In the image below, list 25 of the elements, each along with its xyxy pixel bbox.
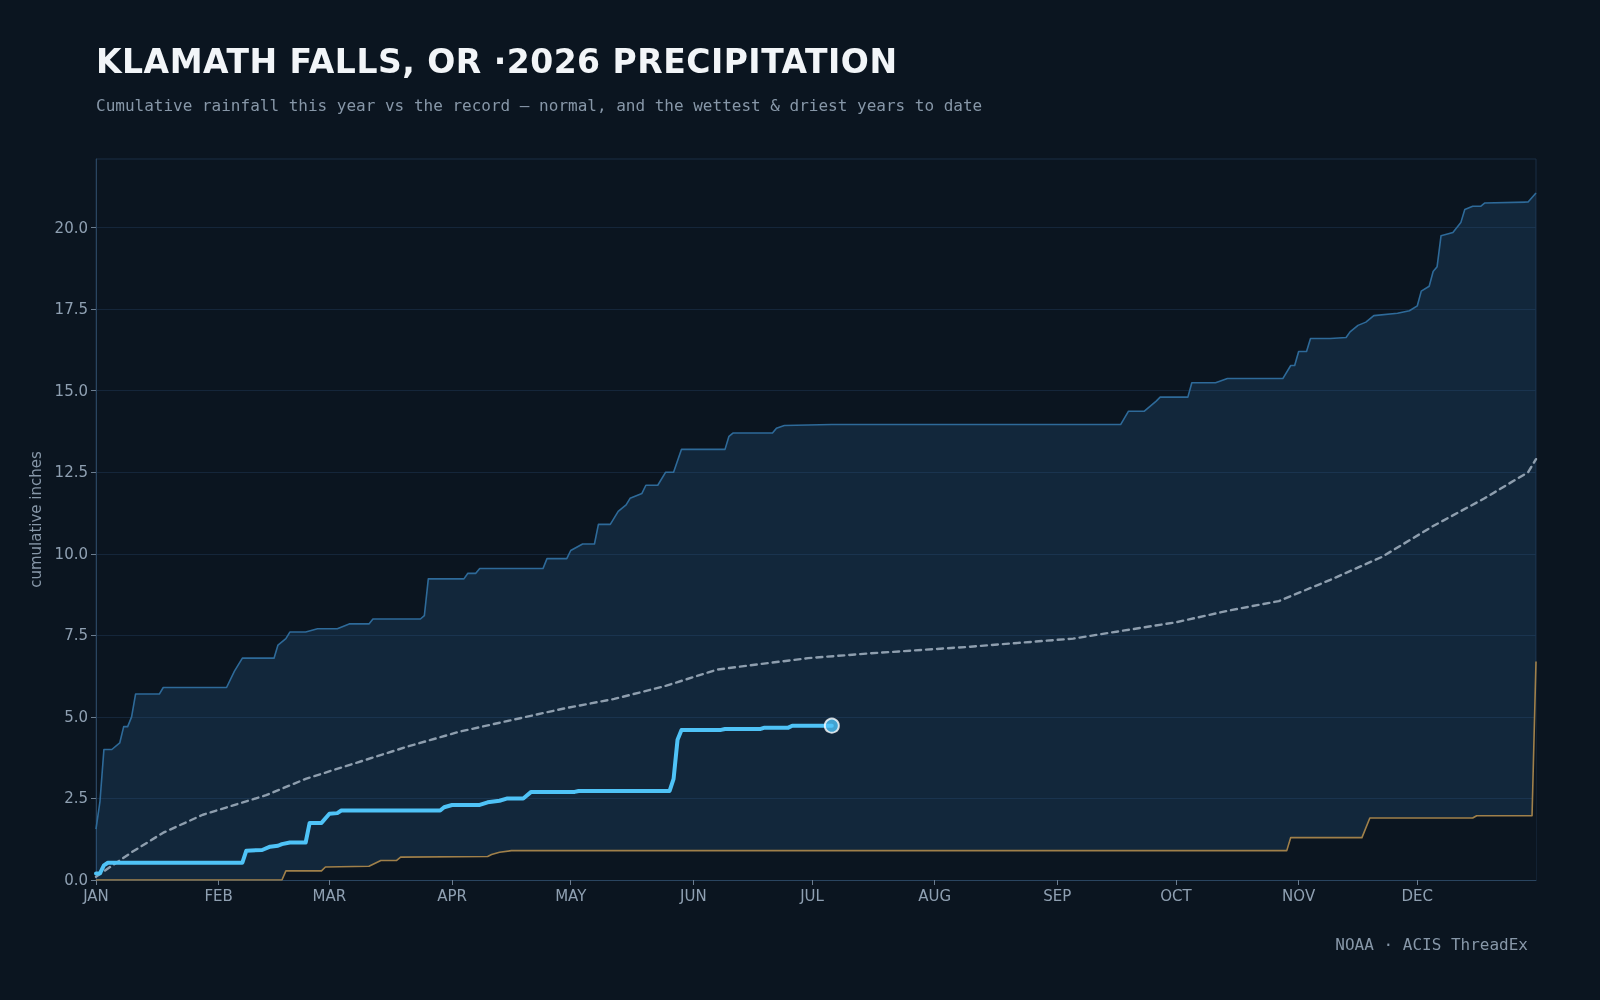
x-tick-label: DEC: [1401, 886, 1434, 905]
y-tick-label: 2.5: [64, 789, 88, 808]
y-tick-label: 5.0: [64, 707, 88, 726]
x-tick-label: MAY: [555, 886, 588, 905]
x-tick-label: JUL: [799, 886, 825, 905]
y-tick-label: 12.5: [54, 463, 88, 482]
text: NOAA · ACIS ThreadEx: [1335, 935, 1528, 954]
y-tick-label: 15.0: [54, 381, 88, 400]
x-tick-label: APR: [437, 886, 467, 905]
chart-subtitle: Cumulative rainfall this year vs the record — normal, and the wettest & driest years to date: [96, 96, 983, 115]
chart-title: KLAMATH FALLS, OR ·2026 PRECIPITATION: [96, 42, 898, 81]
x-tick-label: JUN: [679, 886, 707, 905]
x-tick-label: AUG: [918, 886, 952, 905]
y-tick-label: 7.5: [64, 626, 88, 645]
x-tick-label: NOV: [1282, 886, 1316, 905]
y-tick-label: 17.5: [54, 300, 88, 319]
x-tick-label: SEP: [1043, 886, 1072, 905]
x-tick-label: FEB: [204, 886, 233, 905]
x-tick-label: OCT: [1160, 886, 1193, 905]
y-tick-label: 10.0: [54, 544, 88, 563]
y-tick-label: 20.0: [54, 218, 88, 237]
x-tick-label: JAN: [82, 886, 109, 905]
y-axis-title: cumulative inches: [27, 451, 46, 588]
y-tick-label: 0.0: [64, 871, 88, 889]
x-tick-label: MAR: [312, 886, 347, 905]
